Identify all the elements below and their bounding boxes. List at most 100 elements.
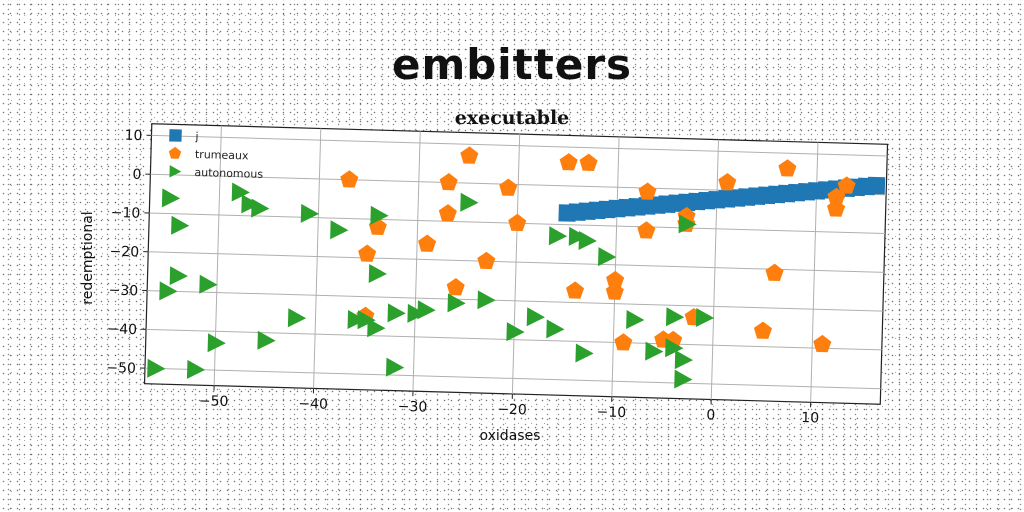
legend-label-j: j (194, 130, 198, 143)
trumeaux-point (638, 182, 657, 200)
y-tick-label: −40 (107, 321, 137, 338)
y-tick-label: 10 (124, 128, 142, 144)
autonomous-point (477, 290, 496, 310)
legend-marker-trumeaux (168, 146, 182, 159)
trumeaux-point (477, 251, 496, 270)
autonomous-point (460, 192, 479, 212)
trumeaux-point (606, 270, 625, 289)
trumeaux-point (460, 146, 479, 164)
trumeaux-point (718, 173, 737, 191)
x-tick-label: −30 (398, 399, 428, 416)
trumeaux-point (837, 176, 856, 194)
autonomous-point (241, 194, 260, 214)
autonomous-point (159, 281, 178, 301)
y-axis-ticks: 10 0 −10 −20 −30 −40 −50 (106, 128, 152, 377)
autonomous-point (387, 303, 406, 323)
y-tick-label: −10 (111, 205, 141, 222)
autonomous-point (171, 215, 190, 235)
j-point (867, 176, 886, 195)
trumeaux-point (813, 334, 832, 353)
trumeaux-point (637, 221, 656, 239)
y-tick-label: 0 (132, 167, 141, 183)
autonomous-point (575, 343, 594, 363)
trumeaux-point (358, 244, 377, 262)
trumeaux-point (566, 281, 585, 299)
autonomous-point (169, 266, 188, 286)
autonomous-point (578, 231, 597, 251)
x-tick-label: −20 (497, 402, 527, 419)
trumeaux-point (614, 333, 633, 351)
autonomous-point (367, 318, 386, 338)
trumeaux-point (438, 204, 457, 222)
chart-title: executable (455, 107, 570, 129)
autonomous-point (287, 308, 307, 328)
autonomous-point (147, 358, 166, 378)
trumeaux-point (439, 173, 458, 191)
autonomous-point (199, 274, 218, 294)
x-axis-ticks: −50 −40 −30 −20 −10 0 10 (199, 385, 819, 427)
autonomous-point (447, 293, 466, 313)
trumeaux-point (827, 187, 846, 206)
autonomous-point (370, 205, 389, 225)
legend-label-autonomous: autonomous (194, 166, 263, 181)
y-grid-line (148, 251, 884, 273)
autonomous-point (674, 369, 693, 389)
y-tick-label: −30 (108, 283, 138, 300)
autonomous-point (546, 319, 565, 339)
legend: j trumeaux autonomous (168, 129, 263, 181)
autonomous-point (665, 307, 685, 327)
autonomous-point (300, 203, 319, 223)
trumeaux-point (753, 321, 773, 339)
autonomous-point (330, 220, 349, 240)
autonomous-point (407, 303, 426, 323)
y-grid-line (151, 134, 888, 157)
series-autonomous (147, 182, 715, 389)
y-grid-line (146, 328, 882, 351)
trumeaux-point (499, 178, 518, 196)
autonomous-point (417, 300, 436, 320)
legend-marker-j (169, 129, 182, 142)
autonomous-point (526, 307, 545, 327)
autonomous-point (506, 322, 525, 342)
autonomous-point (257, 330, 276, 350)
trumeaux-point (778, 159, 797, 177)
autonomous-point (161, 188, 181, 208)
autonomous-point (357, 310, 376, 330)
trumeaux-point (559, 153, 578, 171)
autonomous-point (347, 309, 366, 329)
autonomous-point (231, 182, 250, 202)
autonomous-point (368, 263, 387, 283)
trumeaux-point (418, 234, 437, 252)
x-axis-label: oxidases (480, 428, 541, 444)
trumeaux-point (579, 153, 598, 171)
trumeaux-point (508, 213, 527, 232)
autonomous-point (674, 350, 693, 370)
x-grid-line (511, 134, 521, 394)
data-marks (147, 146, 886, 389)
autonomous-point (548, 226, 568, 246)
trumeaux-point (605, 282, 624, 300)
autonomous-point (568, 226, 587, 246)
trumeaux-point (446, 278, 465, 296)
y-axis-label: redemptional (80, 211, 96, 304)
autonomous-point (665, 338, 684, 358)
autonomous-point (385, 357, 405, 377)
legend-marker-autonomous (169, 165, 182, 178)
x-tick-label: −10 (596, 404, 626, 421)
autonomous-point (207, 333, 226, 353)
x-grid-line (710, 139, 719, 400)
x-tick-label: −40 (298, 396, 328, 413)
trumeaux-point (827, 199, 846, 217)
y-tick-label: −20 (109, 244, 139, 261)
y-grid-line (147, 290, 883, 312)
autonomous-point (251, 198, 270, 218)
x-tick-label: 10 (801, 410, 819, 426)
trumeaux-point (765, 263, 784, 282)
legend-label-trumeaux: trumeaux (195, 148, 249, 163)
trumeaux-point (340, 170, 359, 188)
y-grid-line (144, 367, 881, 390)
grid (144, 125, 888, 403)
autonomous-point (678, 214, 697, 234)
